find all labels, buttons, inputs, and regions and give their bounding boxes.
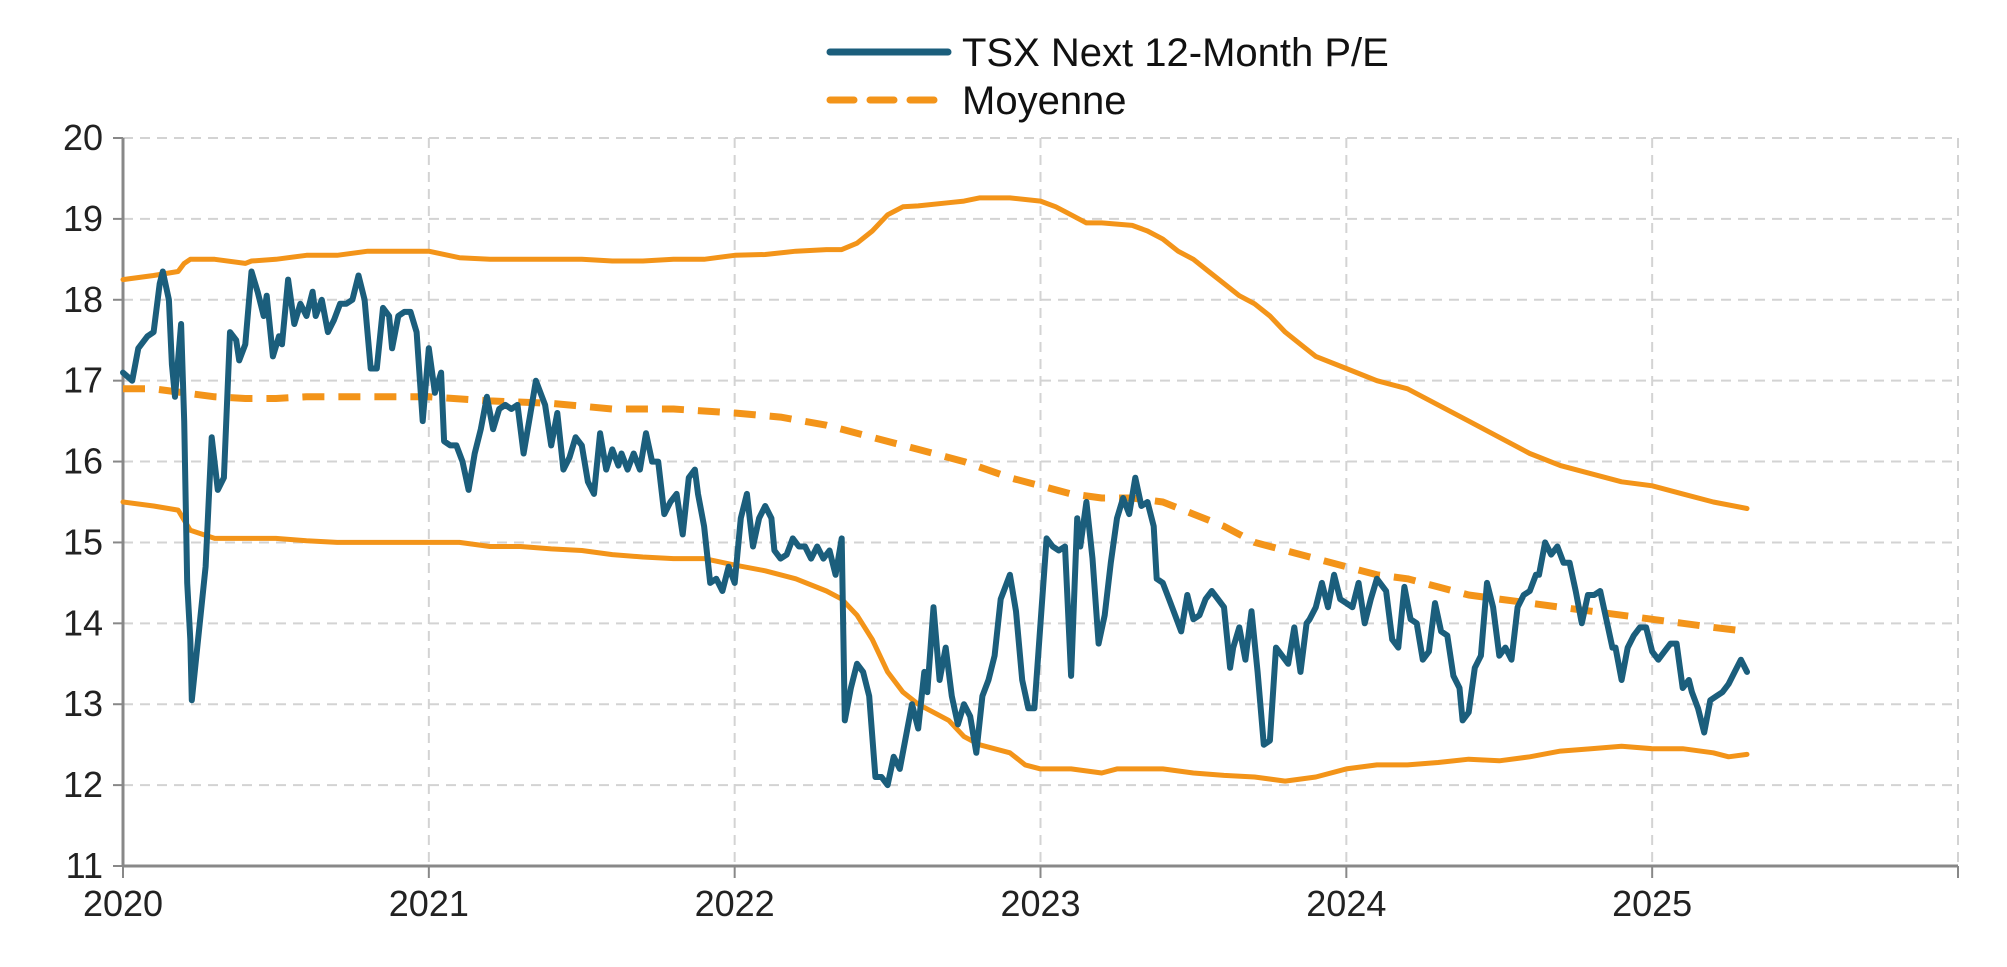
y-tick-label: 12 bbox=[63, 764, 103, 805]
x-tick-label: 2021 bbox=[389, 883, 469, 924]
x-tick-label: 2025 bbox=[1612, 883, 1692, 924]
y-tick-label: 13 bbox=[63, 683, 103, 724]
y-tick-label: 14 bbox=[63, 602, 103, 643]
series-line-lower bbox=[120, 499, 1750, 784]
grid-layer bbox=[123, 137, 1959, 866]
x-tick-label: 2023 bbox=[1000, 883, 1080, 924]
series-line-upper bbox=[120, 195, 1750, 511]
series-line-mean bbox=[123, 385, 1748, 635]
legend-label-mean: Moyenne bbox=[962, 79, 1127, 123]
legend-label-pe: TSX Next 12-Month P/E bbox=[962, 31, 1389, 75]
x-tick-label: 2024 bbox=[1306, 883, 1386, 924]
y-tick-label: 19 bbox=[63, 198, 103, 239]
y-tick-label: 20 bbox=[63, 117, 103, 158]
series-layer bbox=[120, 195, 1750, 789]
x-tick-label: 2020 bbox=[83, 883, 163, 924]
y-tick-label: 16 bbox=[63, 441, 103, 482]
series-line-pe bbox=[120, 268, 1750, 789]
y-tick-label: 18 bbox=[63, 279, 103, 320]
y-tick-label: 15 bbox=[63, 521, 103, 562]
y-tick-label: 11 bbox=[66, 845, 103, 886]
x-tick-label: 2022 bbox=[695, 883, 775, 924]
y-tick-label: 17 bbox=[63, 360, 103, 401]
